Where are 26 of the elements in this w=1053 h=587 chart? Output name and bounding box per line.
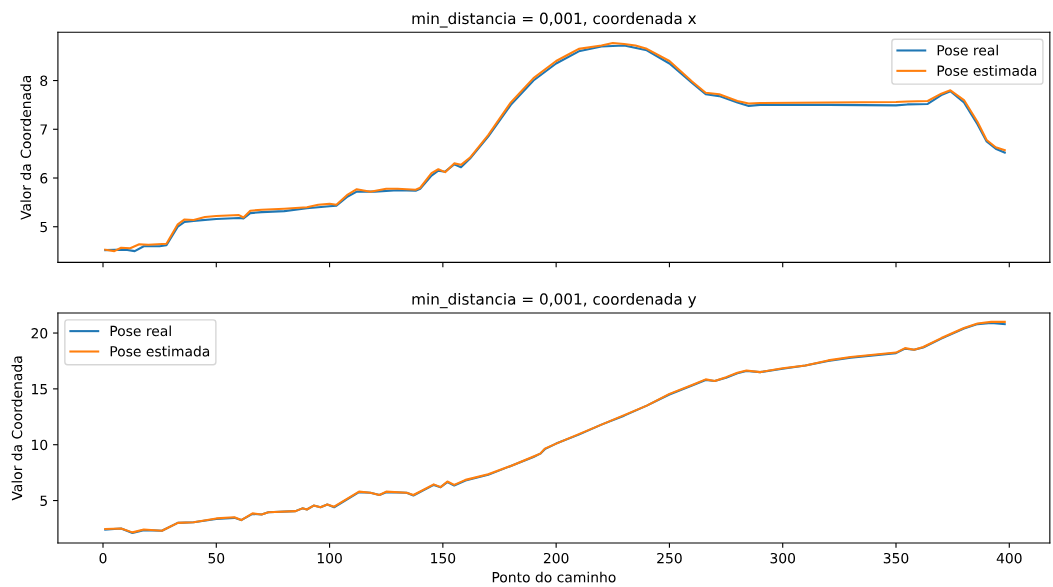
x-tick-label: 50 xyxy=(208,552,225,564)
y-tick-label: 6 xyxy=(40,172,48,184)
y-tick-label: 15 xyxy=(32,384,47,395)
x-tick-label: 400 xyxy=(996,552,1022,564)
legend-label: Pose real xyxy=(937,44,998,56)
y-tick-label: 10 xyxy=(32,439,48,451)
x-tick-label: 100 xyxy=(317,552,342,564)
legend-label: Pose estimada xyxy=(937,65,1037,76)
y-axis-title: Valor da Coordenada xyxy=(20,75,32,220)
y-axis-title: Valor da Coordenada xyxy=(11,356,23,501)
x-tick-label: 150 xyxy=(431,552,456,564)
y-tick-label: 8 xyxy=(40,75,48,87)
y-tick-label: 5 xyxy=(40,495,47,507)
x-tick-label: 250 xyxy=(657,552,682,564)
x-tick-label: 200 xyxy=(543,552,569,564)
y-tick-label: 5 xyxy=(40,221,47,233)
chart-title: min_distancia = 0,001, coordenada y xyxy=(412,292,697,309)
y-tick-label: 7 xyxy=(40,124,48,135)
x-axis-title: Ponto do caminho xyxy=(492,571,616,583)
y-tick-label: 20 xyxy=(31,328,48,339)
x-tick-label: 350 xyxy=(883,552,909,564)
legend-label: Pose real xyxy=(110,325,171,337)
legend-label: Pose estimada xyxy=(110,345,210,357)
x-tick-label: 300 xyxy=(770,552,796,564)
chart-title: min_distancia = 0,001, coordenada x xyxy=(412,12,697,28)
x-tick-label: 0 xyxy=(99,552,107,564)
